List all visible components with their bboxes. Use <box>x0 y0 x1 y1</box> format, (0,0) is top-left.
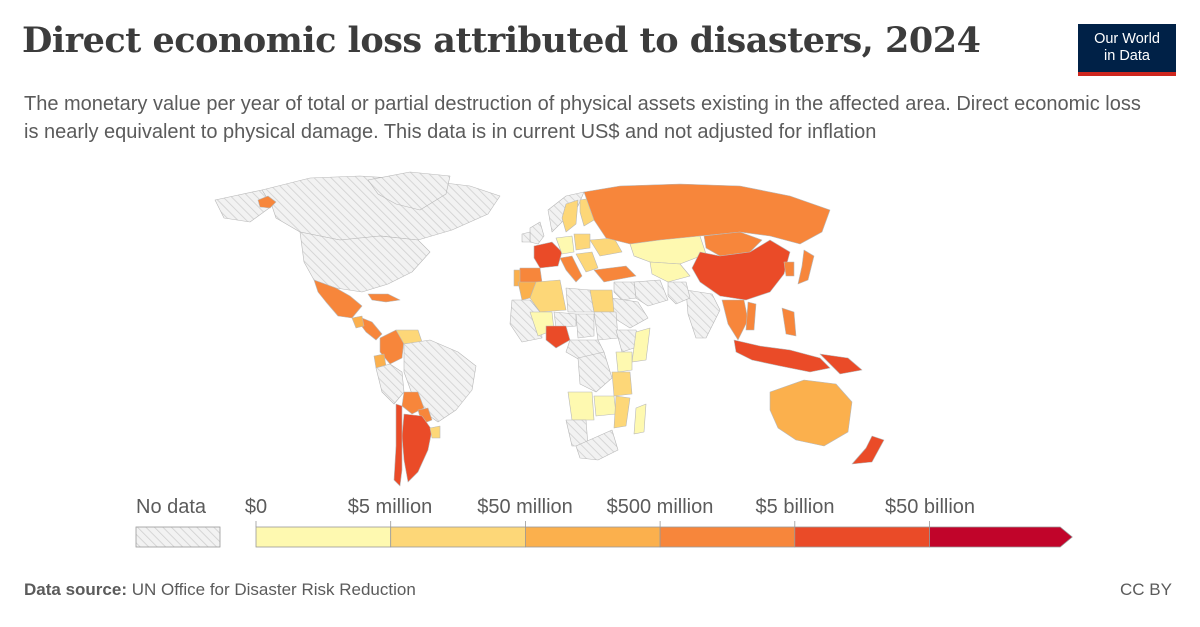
region-korea[interactable] <box>783 261 795 277</box>
region-southeast-asia[interactable] <box>721 299 749 341</box>
region-central-asia[interactable] <box>649 261 691 283</box>
region-pakistan[interactable] <box>667 281 691 305</box>
legend-swatch-4 <box>794 526 930 548</box>
region-philippines[interactable] <box>781 307 797 337</box>
region-iran[interactable] <box>633 279 669 307</box>
region-germany[interactable] <box>555 235 575 255</box>
logo-line-1: Our World <box>1094 31 1160 47</box>
legend-swatch-3 <box>659 526 796 548</box>
region-greenland[interactable] <box>367 171 451 211</box>
license[interactable]: CC BY <box>1120 580 1172 599</box>
region-france[interactable] <box>533 241 563 269</box>
data-source-label: Data source: <box>24 580 127 599</box>
region-new-zealand[interactable] <box>851 435 885 465</box>
logo-line-2: in Data <box>1104 48 1150 64</box>
region-cuba[interactable] <box>367 293 401 303</box>
region-tanzania[interactable] <box>611 371 633 397</box>
region-ireland[interactable] <box>521 231 531 243</box>
region-sweden[interactable] <box>561 199 579 233</box>
region-egypt[interactable] <box>589 289 615 313</box>
legend-swatch-1 <box>390 526 526 548</box>
region-italy[interactable] <box>559 255 583 283</box>
legend-swatch-0 <box>255 526 392 548</box>
legend-swatch-2 <box>525 526 661 548</box>
region-india[interactable] <box>685 289 721 339</box>
region-balkans[interactable] <box>575 251 599 273</box>
region-drc[interactable] <box>577 351 613 393</box>
legend <box>135 521 1073 548</box>
data-source: Data source: UN Office for Disaster Risk… <box>24 580 416 600</box>
region-ukraine[interactable] <box>589 237 623 257</box>
region-china[interactable] <box>691 239 791 301</box>
region-kazakhstan[interactable] <box>629 235 707 265</box>
legend-no-data-swatch <box>135 526 221 548</box>
region-vietnam[interactable] <box>745 301 757 331</box>
region-nigeria[interactable] <box>545 325 571 349</box>
region-russia[interactable] <box>583 183 831 245</box>
region-iceland[interactable] <box>257 195 277 209</box>
region-west-africa[interactable] <box>509 299 543 343</box>
region-chad[interactable] <box>575 313 595 339</box>
legend-swatch-5 <box>929 526 1073 548</box>
region-japan[interactable] <box>797 249 815 285</box>
region-sudan[interactable] <box>593 311 619 341</box>
map-regions <box>214 171 885 487</box>
region-niger[interactable] <box>553 311 577 329</box>
region-uruguay[interactable] <box>429 425 441 439</box>
data-source-value[interactable]: UN Office for Disaster Risk Reduction <box>131 580 416 599</box>
region-turkey[interactable] <box>593 265 637 283</box>
region-somalia[interactable] <box>631 327 651 363</box>
region-united-states[interactable] <box>299 231 431 293</box>
region-madagascar[interactable] <box>633 403 647 435</box>
region-angola[interactable] <box>567 391 595 421</box>
region-guatemala[interactable] <box>351 315 365 329</box>
region-papua-new-guinea[interactable] <box>819 353 863 375</box>
region-poland[interactable] <box>573 233 591 251</box>
region-south-africa[interactable] <box>575 429 619 461</box>
region-libya[interactable] <box>565 287 595 313</box>
region-united-kingdom[interactable] <box>529 221 545 245</box>
region-chile[interactable] <box>393 403 403 487</box>
region-middle-east[interactable] <box>613 281 637 301</box>
chart-subtitle: The monetary value per year of total or … <box>24 93 1141 143</box>
region-indonesia[interactable] <box>733 339 831 373</box>
region-zambia[interactable] <box>593 395 617 417</box>
region-brazil[interactable] <box>403 339 477 423</box>
owid-logo[interactable]: Our World in Data <box>1078 24 1176 76</box>
region-peru[interactable] <box>375 363 405 405</box>
region-algeria[interactable] <box>529 279 567 313</box>
logo-accent-bar <box>1078 72 1176 76</box>
region-alaska[interactable] <box>214 189 273 223</box>
region-argentina[interactable] <box>401 413 433 483</box>
region-mozambique[interactable] <box>613 395 631 429</box>
chart-title: Direct economic loss attributed to disas… <box>22 20 981 61</box>
region-australia[interactable] <box>769 379 853 447</box>
region-kenya[interactable] <box>615 351 633 373</box>
